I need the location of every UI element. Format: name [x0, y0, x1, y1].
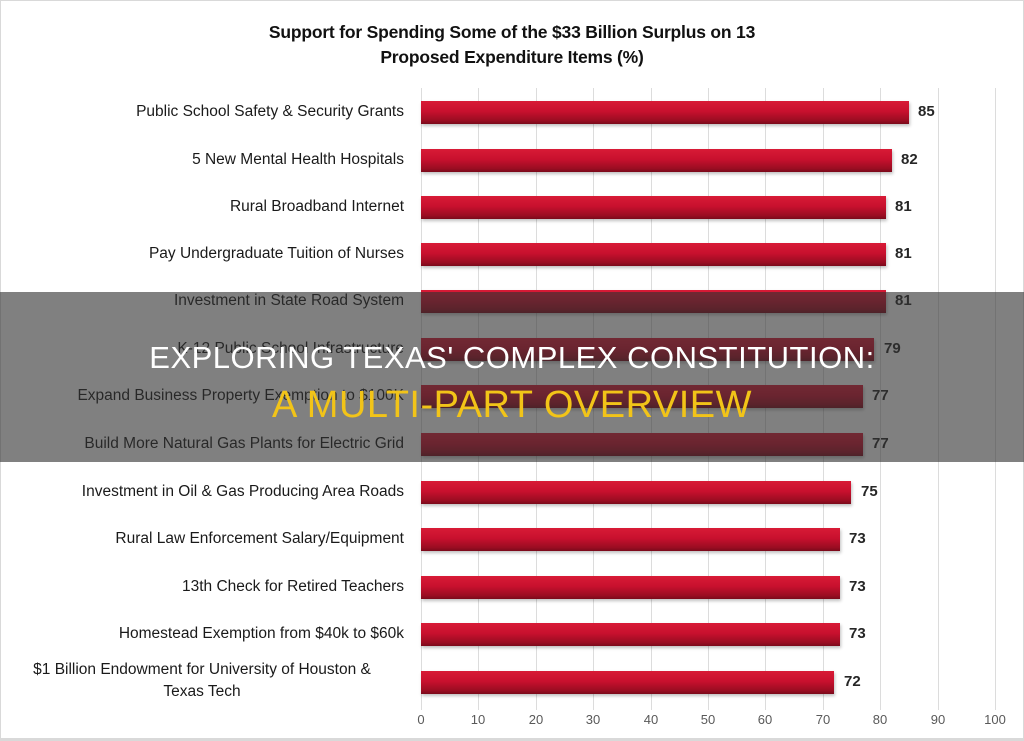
bar [421, 576, 840, 599]
x-tick-label: 20 [528, 712, 544, 727]
value-label: 73 [849, 625, 866, 642]
value-label: 82 [901, 151, 918, 168]
value-label: 81 [895, 245, 912, 262]
value-label: 75 [861, 483, 878, 500]
x-tick-label: 90 [930, 712, 946, 727]
x-tick-label: 30 [585, 712, 601, 727]
value-label: 85 [918, 103, 935, 120]
bar [421, 528, 840, 551]
bar [421, 481, 851, 504]
bar [421, 149, 892, 172]
bar [421, 623, 840, 646]
value-label: 81 [895, 198, 912, 215]
bar [421, 243, 886, 266]
bar [421, 671, 834, 694]
category-label: $1 Billion Endowment for University of H… [0, 659, 412, 703]
x-tick-label: 70 [815, 712, 831, 727]
value-label: 73 [849, 578, 866, 595]
overlay-subheadline: A MULTI-PART OVERVIEW [272, 384, 752, 426]
x-tick-label: 40 [643, 712, 659, 727]
category-label: Public School Safety & Security Grants [136, 103, 404, 120]
overlay-headline: EXPLORING TEXAS' COMPLEX CONSTITUTION: [149, 340, 875, 375]
bar [421, 101, 909, 124]
category-label: Rural Law Enforcement Salary/Equipment [115, 530, 404, 547]
x-tick-label: 80 [872, 712, 888, 727]
x-tick-label: 50 [700, 712, 716, 727]
x-tick-label: 0 [417, 712, 425, 727]
category-label-line-2: Texas Tech [163, 683, 241, 700]
value-label: 72 [844, 673, 861, 690]
chart-title-line-1: Support for Spending Some of the $33 Bil… [268, 22, 756, 42]
category-label-line-1: $1 Billion Endowment for University of H… [33, 661, 371, 678]
category-label: Investment in Oil & Gas Producing Area R… [81, 483, 404, 500]
chart-title-line-2: Proposed Expenditure Items (%) [380, 47, 644, 67]
category-label: 13th Check for Retired Teachers [182, 578, 404, 595]
x-tick-label: 100 [984, 712, 1006, 727]
value-label: 73 [849, 530, 866, 547]
x-tick-label: 60 [757, 712, 773, 727]
category-label: Homestead Exemption from $40k to $60k [118, 625, 404, 642]
x-tick-label: 10 [470, 712, 486, 727]
category-label: Pay Undergraduate Tuition of Nurses [148, 245, 404, 262]
title-overlay-band [0, 292, 1024, 462]
chart-title: Support for Spending Some of the $33 Bil… [0, 20, 1024, 70]
bar [421, 196, 886, 219]
category-label: Rural Broadband Internet [229, 198, 404, 215]
category-label: 5 New Mental Health Hospitals [192, 151, 404, 168]
